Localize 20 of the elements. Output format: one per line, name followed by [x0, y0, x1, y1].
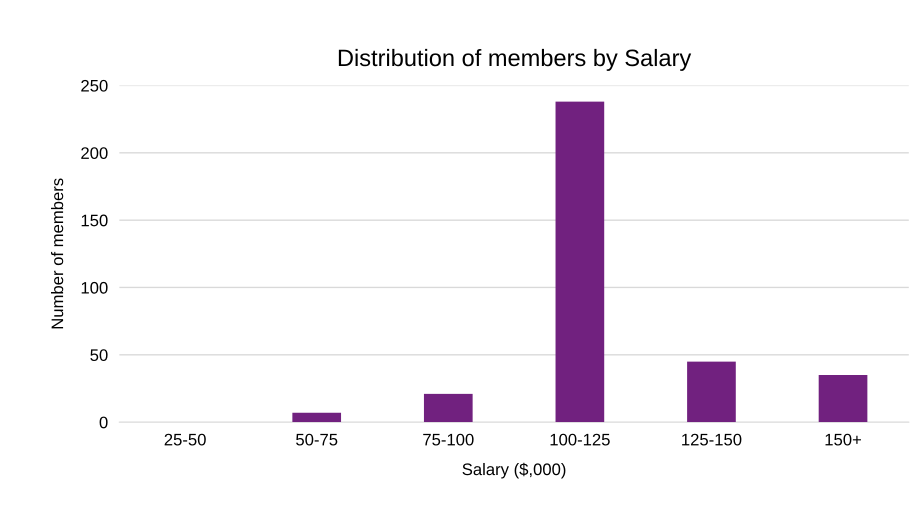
y-axis-title: Number of members: [51, 178, 64, 328]
x-tick-label: 25-50: [164, 434, 206, 446]
y-tick-label: 250: [81, 80, 108, 92]
x-tick-label: 150+: [826, 434, 861, 446]
bar: [556, 102, 604, 422]
bar: [687, 362, 736, 422]
bar: [818, 375, 868, 422]
chart-title: Distribution of members by Salary: [338, 48, 692, 71]
bar: [424, 394, 473, 422]
y-tick-label: 50: [90, 349, 108, 362]
bar: [292, 412, 342, 422]
x-tick-label: 50-75: [296, 434, 338, 446]
y-tick-label: 200: [81, 147, 108, 160]
x-tick-label: 125-150: [682, 434, 742, 446]
y-tick-label: 100: [82, 282, 108, 294]
y-tick-label: 0: [100, 416, 108, 428]
x-axis-title: Salary ($,000): [462, 462, 566, 479]
x-tick-label: 75-100: [423, 434, 474, 446]
x-tick-label: 100-125: [550, 434, 610, 446]
y-tick-label: 150: [82, 214, 108, 226]
